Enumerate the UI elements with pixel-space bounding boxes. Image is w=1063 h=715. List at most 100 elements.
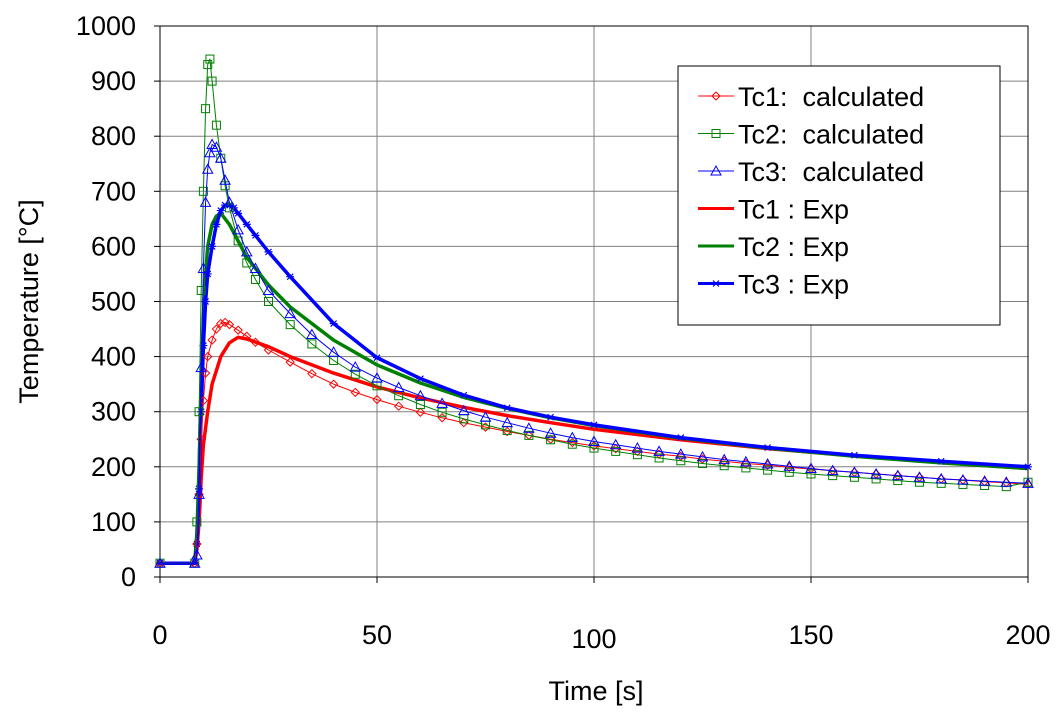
data-point [761, 458, 774, 469]
x-axis-title: Time [s] [548, 676, 643, 706]
y-tick-label: 0 [121, 562, 136, 592]
legend-label: Tc2: calculated [738, 120, 924, 150]
y-tick-label: 700 [91, 176, 136, 206]
data-point [763, 465, 773, 475]
series-layer [154, 54, 1034, 568]
data-point [264, 248, 273, 256]
data-point [263, 345, 274, 355]
data-point [740, 455, 752, 467]
data-point [676, 434, 685, 442]
data-point [251, 231, 260, 239]
data-point [250, 274, 260, 284]
data-point [696, 450, 709, 462]
legend-label: Tc2 : Exp [738, 232, 849, 262]
data-point [870, 467, 882, 479]
data-point [208, 242, 217, 250]
data-point [1000, 476, 1013, 487]
y-tick-label: 100 [91, 507, 136, 537]
data-point [763, 444, 772, 451]
x-tick-label: 200 [1005, 620, 1050, 650]
data-point [459, 418, 469, 428]
data-point [198, 186, 208, 196]
data-point [718, 453, 731, 465]
data-point [201, 163, 214, 174]
data-point [201, 104, 211, 114]
data-point [393, 401, 404, 411]
data-point [211, 324, 222, 334]
data-point [611, 446, 621, 456]
data-point [711, 129, 721, 138]
data-point [306, 328, 318, 340]
data-point [632, 450, 642, 460]
data-point [199, 196, 212, 207]
data-point [459, 391, 468, 399]
data-point [783, 460, 796, 471]
data-point [784, 467, 794, 477]
legend-item: Tc1 : Exp [698, 195, 849, 225]
data-point [371, 372, 383, 383]
data-point [590, 421, 598, 429]
data-point [546, 435, 556, 445]
data-point [589, 443, 599, 453]
data-point [197, 262, 210, 273]
data-point [203, 351, 213, 362]
y-tick-label: 800 [91, 121, 136, 151]
data-point [523, 422, 535, 433]
data-point [242, 220, 251, 228]
data-point [632, 446, 643, 457]
series-3 [154, 138, 1034, 568]
data-point [676, 456, 686, 466]
data-point [893, 476, 903, 486]
data-point [588, 435, 600, 446]
data-point [284, 307, 297, 319]
data-point [350, 387, 361, 398]
series-line [160, 58, 1029, 564]
y-axis-title: Temperature [°C] [14, 199, 44, 403]
data-point [205, 54, 215, 64]
data-point [546, 413, 555, 421]
series-4 [160, 335, 1029, 565]
x-tick-label: 100 [571, 624, 616, 654]
data-point [216, 207, 225, 215]
legend-item: Tc1: calculated [698, 82, 924, 112]
data-point [193, 488, 205, 499]
data-point [216, 318, 226, 329]
data-point [211, 120, 221, 130]
legend-item: Tc3 : Exp [698, 270, 849, 300]
legend-item: Tc2 : Exp [698, 232, 849, 262]
legend-label: Tc1: calculated [738, 82, 924, 112]
data-point [711, 91, 721, 101]
data-point [848, 466, 861, 477]
data-point [957, 473, 969, 485]
data-point [1024, 463, 1032, 471]
data-point [212, 220, 221, 228]
y-axis-tick-labels: 0 100 200 300 400 500 600 700 800 900 1000 [76, 11, 160, 592]
data-point [501, 416, 514, 428]
y-tick-label: 900 [91, 66, 136, 96]
data-point [653, 445, 665, 456]
legend-box [677, 65, 1001, 326]
data-point [719, 461, 729, 471]
data-point [415, 400, 425, 410]
data-point [223, 196, 236, 207]
data-point [457, 404, 470, 416]
data-point [220, 317, 230, 328]
data-point [285, 320, 295, 330]
data-point [327, 346, 340, 357]
x-tick-label: 50 [362, 620, 392, 650]
data-point [242, 258, 252, 268]
y-tick-label: 500 [91, 287, 136, 317]
data-point [240, 245, 253, 257]
series-line [160, 144, 1029, 564]
data-point [194, 407, 204, 417]
data-point [806, 469, 816, 479]
data-point [710, 164, 722, 176]
data-point [392, 381, 405, 392]
data-point [307, 368, 317, 379]
data-point [225, 201, 234, 209]
data-point [233, 325, 243, 335]
x-axis-tick-labels: 0 50 100 150 200 [152, 577, 1051, 654]
data-point [373, 354, 381, 362]
data-point [249, 262, 262, 273]
